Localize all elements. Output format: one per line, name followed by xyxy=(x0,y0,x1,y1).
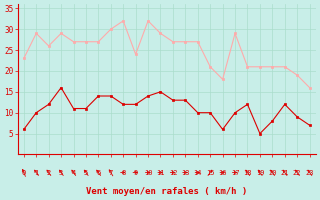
X-axis label: Vent moyen/en rafales ( km/h ): Vent moyen/en rafales ( km/h ) xyxy=(86,187,247,196)
